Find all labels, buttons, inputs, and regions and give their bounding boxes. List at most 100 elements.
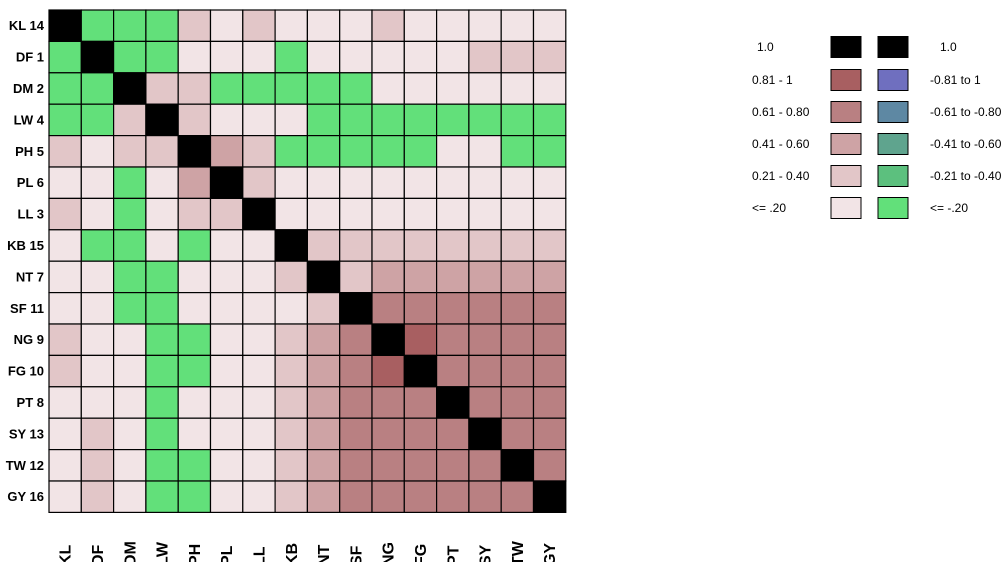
heatmap-cell: [306, 386, 341, 419]
heatmap-cell: [242, 386, 276, 419]
heatmap-cell: [403, 480, 438, 513]
legend-label-negative: -0.21 to -0.40: [930, 169, 1002, 183]
heatmap-cell: [403, 292, 438, 325]
heatmap-cell: [468, 260, 502, 294]
heatmap-cell: [274, 103, 309, 137]
heatmap-cell: [145, 135, 179, 168]
heatmap-cell: [306, 449, 341, 482]
heatmap-cell: [242, 229, 276, 262]
legend-swatch-positive: [830, 133, 862, 155]
heatmap-cell: [145, 103, 179, 137]
column-label: LL: [251, 546, 268, 562]
heatmap-cell: [339, 166, 373, 199]
heatmap-cell: [500, 386, 535, 419]
heatmap-cell: [177, 292, 212, 325]
heatmap-cell: [242, 103, 276, 137]
row-label: PT 8: [17, 395, 44, 410]
heatmap-cell: [371, 135, 405, 168]
heatmap-cell: [339, 354, 373, 388]
heatmap-cell: [306, 135, 341, 168]
legend-label-positive: 0.41 - 0.60: [752, 137, 810, 151]
row-label: KL 14: [9, 18, 45, 33]
heatmap-cell: [177, 103, 212, 137]
heatmap-cell: [112, 292, 147, 325]
heatmap-cell: [209, 354, 244, 388]
heatmap-cell: [532, 260, 567, 294]
heatmap-cell: [242, 354, 276, 388]
heatmap-cell: [532, 323, 567, 356]
heatmap-cell: [532, 135, 567, 168]
heatmap-cell: [339, 386, 373, 419]
heatmap-cell: [403, 354, 438, 388]
heatmap-cell: [112, 417, 147, 451]
heatmap-cell: [306, 323, 341, 356]
heatmap-cell: [112, 480, 147, 513]
heatmap-cell: [177, 72, 212, 105]
heatmap-cell: [112, 229, 147, 262]
heatmap-cell: [177, 9, 212, 42]
heatmap-cell: [403, 417, 438, 451]
heatmap-cell: [468, 417, 502, 451]
heatmap-cell: [306, 354, 341, 388]
legend-swatch-positive: [830, 36, 862, 58]
heatmap-cell: [371, 166, 405, 199]
legend-label-negative: -0.41 to -0.60: [930, 137, 1002, 151]
heatmap-cell: [306, 480, 341, 513]
heatmap-cell: [339, 197, 373, 231]
heatmap-cell: [80, 449, 115, 482]
row-label: DM 2: [13, 81, 44, 96]
heatmap-cell: [468, 449, 502, 482]
heatmap-cell: [145, 72, 179, 105]
heatmap-cell: [339, 417, 373, 451]
heatmap-cell: [371, 449, 405, 482]
heatmap-cell: [403, 135, 438, 168]
heatmap-cell: [306, 40, 341, 74]
legend-label-positive: 0.61 - 0.80: [752, 105, 810, 119]
heatmap-cell: [468, 103, 502, 137]
column-label: PL: [219, 545, 236, 562]
legend-swatch-negative: [877, 101, 909, 123]
heatmap-cell: [403, 260, 438, 294]
heatmap-cell: [209, 166, 244, 199]
legend-swatch-negative: [877, 36, 909, 58]
heatmap-cell: [48, 103, 82, 137]
heatmap-cell: [48, 229, 82, 262]
heatmap-cell: [145, 354, 179, 388]
heatmap-cell: [112, 386, 147, 419]
heatmap-cell: [209, 40, 244, 74]
heatmap-cell: [242, 260, 276, 294]
heatmap-cell: [242, 449, 276, 482]
heatmap-cell: [112, 72, 147, 105]
heatmap-cell: [145, 166, 179, 199]
heatmap-cell: [274, 386, 309, 419]
heatmap-cell: [532, 354, 567, 388]
heatmap-cell: [112, 103, 147, 137]
heatmap-cell: [112, 40, 147, 74]
heatmap-cell: [177, 260, 212, 294]
heatmap-cell: [403, 449, 438, 482]
heatmap-cell: [436, 197, 470, 231]
heatmap-cell: [80, 229, 115, 262]
heatmap-cell: [145, 480, 179, 513]
heatmap-cell: [242, 166, 276, 199]
heatmap-cell: [436, 72, 470, 105]
heatmap-cell: [532, 9, 567, 42]
heatmap-cell: [145, 323, 179, 356]
heatmap-cell: [80, 9, 115, 42]
heatmap-cell: [403, 197, 438, 231]
heatmap-cell: [500, 72, 535, 105]
heatmap-cell: [177, 229, 212, 262]
heatmap-cell: [436, 480, 470, 513]
heatmap-cell: [80, 354, 115, 388]
heatmap-cell: [371, 323, 405, 356]
heatmap-cell: [112, 135, 147, 168]
heatmap-cell: [209, 386, 244, 419]
heatmap-cell: [274, 166, 309, 199]
heatmap-cell: [371, 480, 405, 513]
legend-swatch-positive: [830, 69, 862, 91]
legend-swatch-negative: [877, 165, 909, 187]
heatmap-cell: [468, 480, 502, 513]
heatmap-cell: [500, 40, 535, 74]
legend-swatch-positive: [830, 197, 862, 219]
heatmap-cell: [371, 229, 405, 262]
